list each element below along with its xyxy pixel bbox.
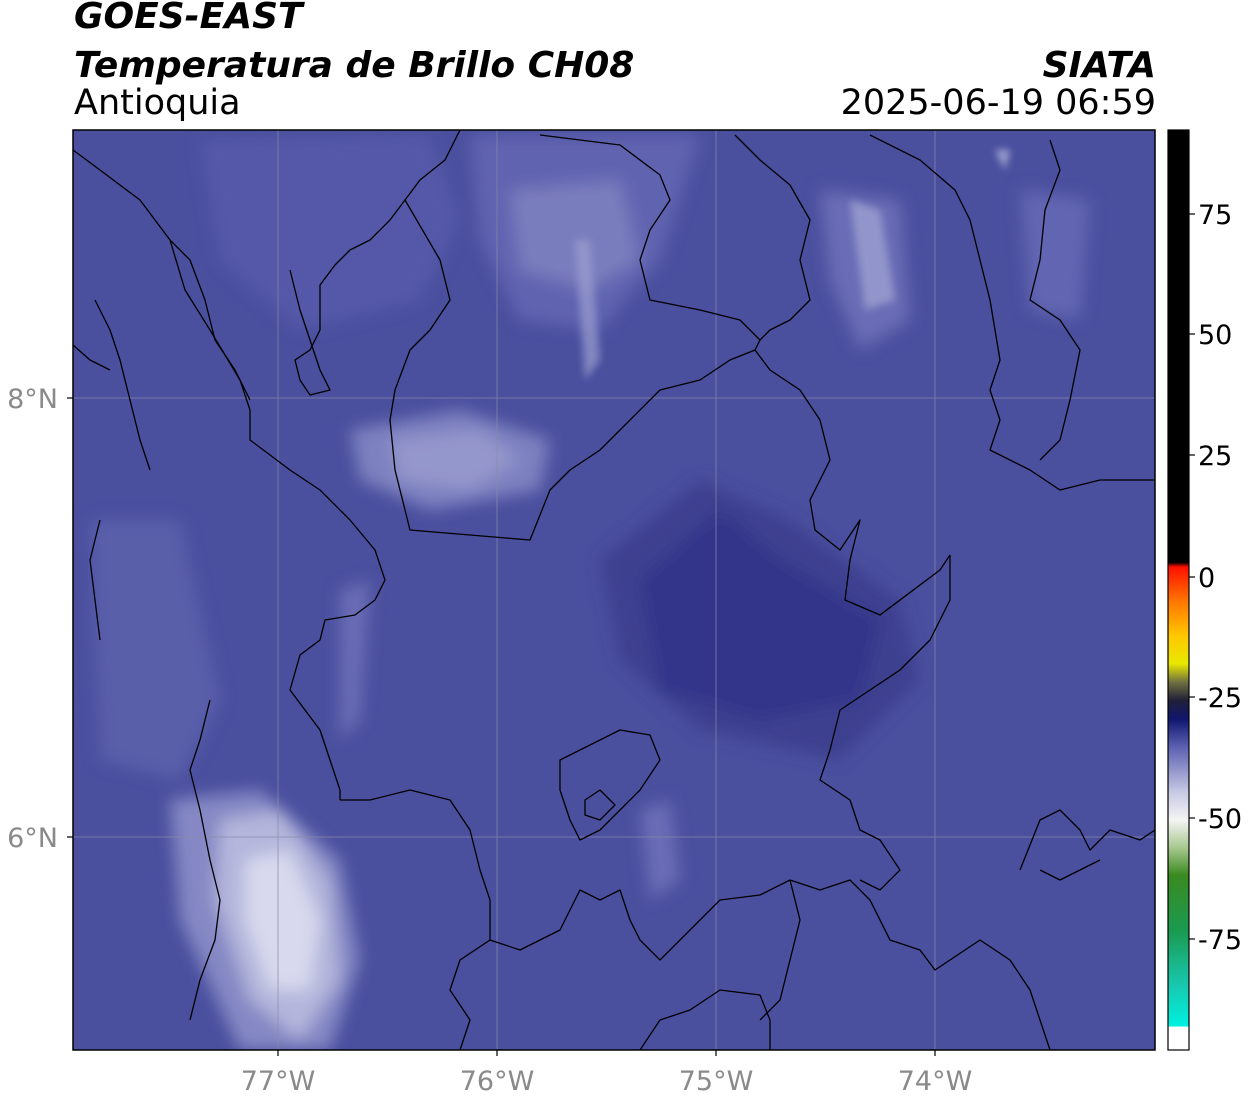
satellite-title: GOES-EAST	[74, 0, 303, 37]
timestamp-label: 2025-06-19 06:59	[840, 83, 1156, 123]
map-frame	[72, 129, 1156, 1051]
colorbar-tick-label: -50	[1198, 804, 1242, 835]
lon-tick-label: 76°W	[460, 1066, 535, 1097]
colorbar	[1167, 129, 1190, 1051]
lat-tick-label: 6°N	[7, 823, 58, 854]
administrative-borders	[73, 130, 1155, 1050]
lon-tick-label: 77°W	[241, 1066, 316, 1097]
colorbar-ticks	[1189, 213, 1195, 940]
region-label: Antioquia	[74, 83, 241, 123]
colorbar-tick-label: -75	[1198, 925, 1242, 956]
colorbar-tick-label: 75	[1198, 200, 1232, 231]
lat-tick-label: 8°N	[7, 384, 58, 415]
lon-tick-label: 74°W	[898, 1066, 973, 1097]
colorbar-tick-label: 0	[1198, 563, 1215, 594]
colorbar-tick-label: 50	[1198, 320, 1232, 351]
colorbar-tick-label: 25	[1198, 441, 1232, 472]
colorbar-tick-label: -25	[1198, 683, 1242, 714]
product-title: Temperatura de Brillo CH08	[74, 45, 635, 86]
graticule	[73, 130, 1155, 1050]
axis-ticks	[67, 397, 936, 1056]
lon-tick-label: 75°W	[679, 1066, 754, 1097]
brightness-temperature-field	[73, 130, 1155, 1050]
source-label: SIATA	[1042, 45, 1156, 86]
